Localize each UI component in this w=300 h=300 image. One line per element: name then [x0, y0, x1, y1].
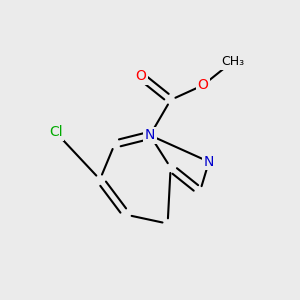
Text: N: N — [204, 155, 214, 169]
Text: O: O — [198, 78, 208, 92]
Text: Cl: Cl — [49, 125, 63, 139]
Text: N: N — [145, 128, 155, 142]
Text: O: O — [136, 69, 147, 83]
Text: CH₃: CH₃ — [221, 55, 244, 68]
